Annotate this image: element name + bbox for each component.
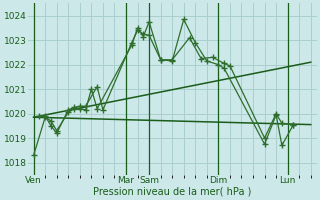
X-axis label: Pression niveau de la mer( hPa ): Pression niveau de la mer( hPa ) [93, 187, 252, 197]
